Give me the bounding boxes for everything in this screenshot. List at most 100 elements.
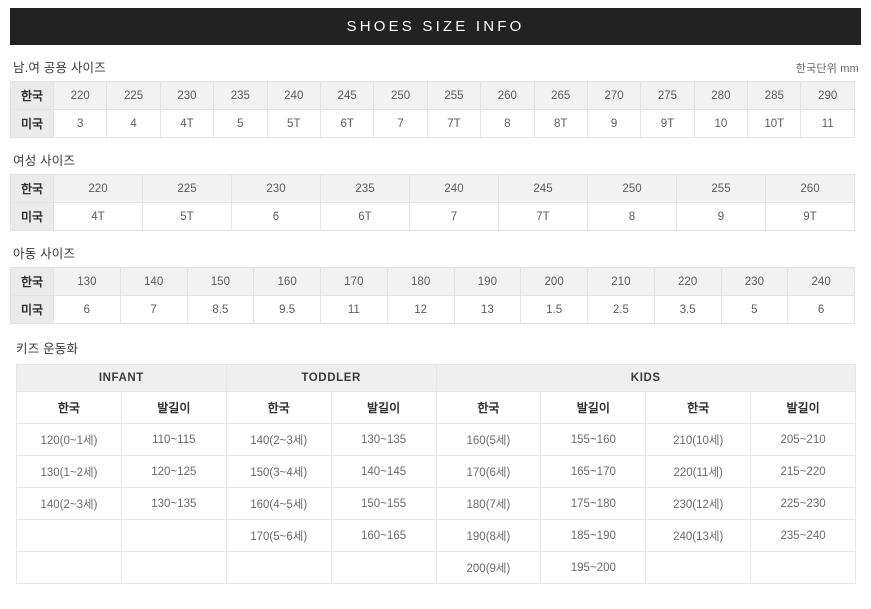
subheader-footlength: 발길이 <box>750 391 856 424</box>
table-row: 170(5~6세) 160~165 190(8세) 185~190 240(13… <box>16 519 856 552</box>
cell-kr-size: 160 <box>253 267 321 296</box>
section-kids-sneakers-label: 키즈 운동화 <box>16 342 79 356</box>
kids-cell: 150~155 <box>330 487 437 520</box>
subheader-korea: 한국 <box>645 391 752 424</box>
cell-kr-size: 250 <box>587 174 677 203</box>
kids-cell <box>225 551 332 584</box>
table-row: 120(0~1세) 110~115 140(2~3세) 130~135 160(… <box>16 423 856 456</box>
cell-kr-size: 225 <box>142 174 232 203</box>
cell-us-size: 7 <box>409 202 499 231</box>
cell-us-size: 11 <box>800 109 855 138</box>
section-children: 아동 사이즈 한국 130 140 150 160 170 180 190 20… <box>10 231 861 324</box>
table-unisex-sizes: 한국 220 225 230 235 240 245 250 255 260 2… <box>10 81 855 138</box>
kids-cell: 240(13세) <box>645 519 752 552</box>
kids-cell: 130(1~2세) <box>16 455 122 488</box>
table-row: 미국 6 7 8.5 9.5 11 12 13 1.5 2.5 3.5 5 6 <box>10 295 855 324</box>
kids-cell <box>750 551 856 584</box>
section-children-label: 아동 사이즈 <box>13 247 76 261</box>
section-unisex-label: 남.여 공용 사이즈 <box>13 61 106 75</box>
cell-kr-size: 250 <box>373 81 428 110</box>
table-row: 한국 220 225 230 235 240 245 250 255 260 2… <box>10 81 855 110</box>
cell-us-size: 10T <box>747 109 802 138</box>
kids-cell: 130~135 <box>120 487 227 520</box>
cell-us-size: 13 <box>453 295 522 324</box>
subheader-footlength: 발길이 <box>540 391 647 424</box>
table-row: 미국 3 4 4T 5 5T 6T 7 7T 8 8T 9 9T 10 10T … <box>10 109 855 138</box>
kids-cell: 210(10세) <box>645 423 752 456</box>
cell-kr-size: 285 <box>747 81 802 110</box>
cell-us-size: 9 <box>586 109 642 138</box>
table-children-sizes: 한국 130 140 150 160 170 180 190 200 210 2… <box>10 267 855 324</box>
subheader-korea: 한국 <box>225 391 332 424</box>
kids-cell: 190(8세) <box>435 519 542 552</box>
subheader-footlength: 발길이 <box>330 391 437 424</box>
kids-cell: 180(7세) <box>435 487 542 520</box>
table-group-header-row: INFANT TODDLER KIDS <box>16 364 856 392</box>
kids-cell: 160~165 <box>330 519 437 552</box>
cell-us-size: 12 <box>386 295 455 324</box>
group-header-toddler: TODDLER <box>225 364 437 392</box>
kids-cell: 230(12세) <box>645 487 752 520</box>
subheader-footlength: 발길이 <box>120 391 227 424</box>
cell-kr-size: 220 <box>52 81 108 110</box>
cell-us-size: 6 <box>231 202 321 231</box>
cell-us-size: 1.5 <box>520 295 588 324</box>
cell-us-size: 7 <box>119 295 188 324</box>
kids-cell: 170(6세) <box>435 455 542 488</box>
kids-cell <box>120 551 227 584</box>
section-women-head: 여성 사이즈 <box>10 150 861 174</box>
kids-cell: 130~135 <box>330 423 437 456</box>
row-label-korea: 한국 <box>10 81 54 110</box>
section-unisex: 남.여 공용 사이즈 한국단위 mm 한국 220 225 230 235 24… <box>10 45 861 138</box>
section-women-label: 여성 사이즈 <box>13 154 76 168</box>
row-label-korea: 한국 <box>10 174 54 203</box>
cell-us-size: 10 <box>693 109 749 138</box>
cell-us-size: 8 <box>587 202 677 231</box>
cell-kr-size: 245 <box>319 81 375 110</box>
cell-kr-size: 230 <box>720 267 789 296</box>
kids-cell: 235~240 <box>750 519 856 552</box>
cell-us-size: 7T <box>426 109 482 138</box>
cell-kr-size: 275 <box>640 81 695 110</box>
cell-kr-size: 220 <box>53 174 143 203</box>
table-row: 미국 4T 5T 6 6T 7 7T 8 9 9T <box>10 202 855 231</box>
cell-us-size: 5 <box>213 109 268 138</box>
cell-kr-size: 230 <box>231 174 321 203</box>
cell-us-size: 9T <box>640 109 695 138</box>
kids-cell: 140~145 <box>330 455 437 488</box>
cell-us-size: 11 <box>320 295 388 324</box>
cell-kr-size: 220 <box>653 267 722 296</box>
table-row: 130(1~2세) 120~125 150(3~4세) 140~145 170(… <box>16 455 856 488</box>
table-women-sizes: 한국 220 225 230 235 240 245 250 255 260 미… <box>10 174 855 231</box>
table-row: 200(9세) 195~200 <box>16 551 856 584</box>
page-title: SHOES SIZE INFO <box>346 18 525 35</box>
kids-cell: 170(5~6세) <box>225 519 332 552</box>
cell-kr-size: 140 <box>119 267 188 296</box>
section-kids-sneakers: 키즈 운동화 INFANT TODDLER KIDS 한국 발길이 한국 발길이… <box>10 324 861 584</box>
kids-cell: 185~190 <box>540 519 647 552</box>
cell-us-size: 9 <box>676 202 766 231</box>
cell-us-size: 9T <box>765 202 855 231</box>
cell-us-size: 5T <box>142 202 232 231</box>
cell-kr-size: 255 <box>426 81 482 110</box>
cell-kr-size: 230 <box>159 81 215 110</box>
kids-cell: 220(11세) <box>645 455 752 488</box>
kids-cell <box>330 551 437 584</box>
group-header-infant: INFANT <box>16 364 227 392</box>
kids-cell: 120(0~1세) <box>16 423 122 456</box>
cell-us-size: 8T <box>533 109 588 138</box>
group-header-kids: KIDS <box>435 364 856 392</box>
kids-cell: 175~180 <box>540 487 647 520</box>
cell-kr-size: 235 <box>213 81 268 110</box>
page-title-bar: SHOES SIZE INFO <box>10 8 861 45</box>
table-subheader-row: 한국 발길이 한국 발길이 한국 발길이 한국 발길이 <box>16 391 856 424</box>
cell-kr-size: 240 <box>266 81 321 110</box>
kids-cell: 200(9세) <box>435 551 542 584</box>
cell-us-size: 8.5 <box>186 295 255 324</box>
cell-kr-size: 130 <box>53 267 121 296</box>
section-women: 여성 사이즈 한국 220 225 230 235 240 245 250 25… <box>10 138 861 231</box>
kids-cell: 140(2~3세) <box>16 487 122 520</box>
table-row: 한국 220 225 230 235 240 245 250 255 260 <box>10 174 855 203</box>
cell-us-size: 5T <box>266 109 321 138</box>
cell-kr-size: 200 <box>520 267 588 296</box>
